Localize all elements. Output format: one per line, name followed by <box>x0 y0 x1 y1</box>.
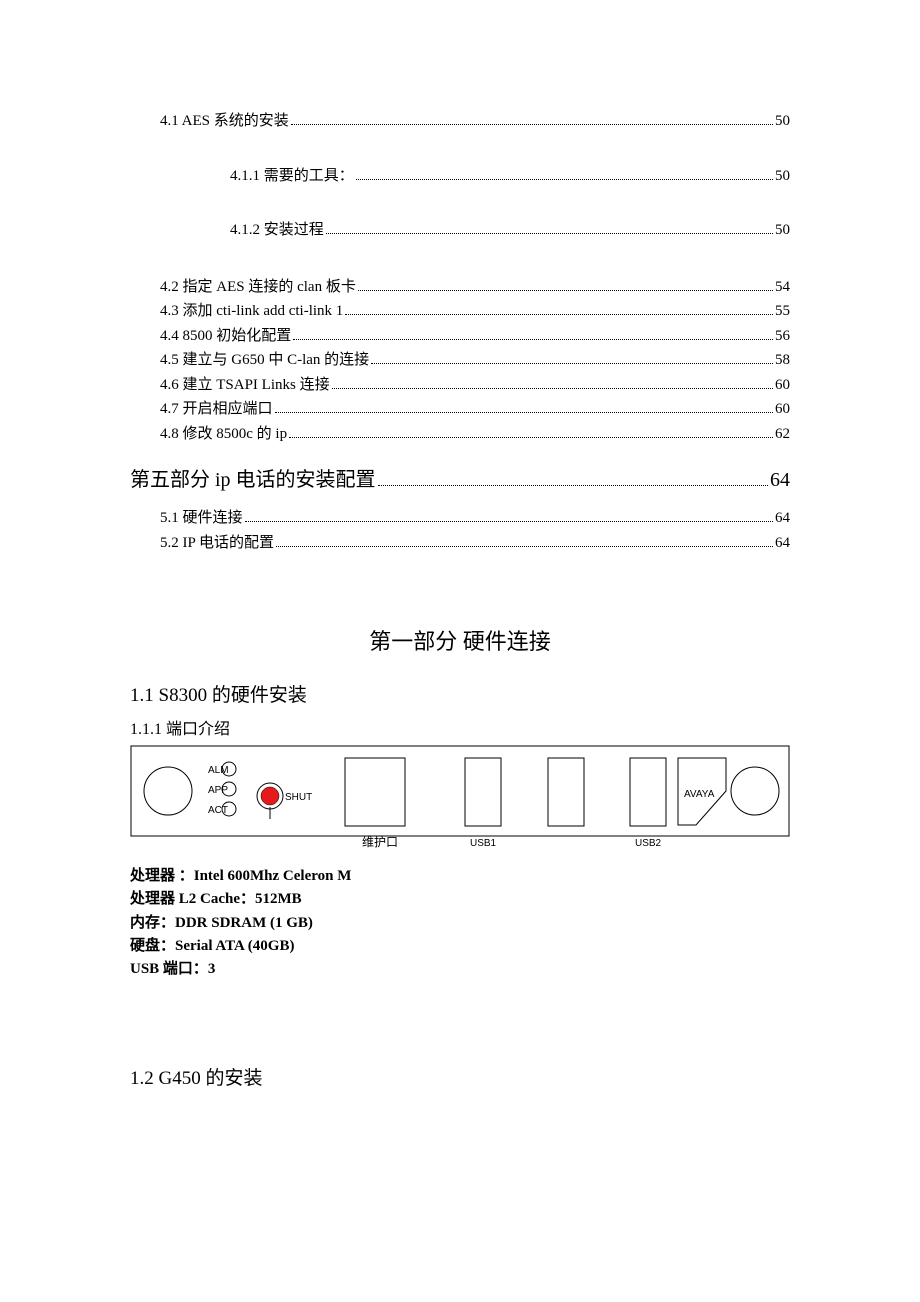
label-maint: 维护口 <box>362 835 398 849</box>
toc-label: 5.1 硬件连接 <box>160 507 243 530</box>
heading-1-2: 1.2 G450 的安装 <box>130 1063 790 1090</box>
label-usb1: USB1 <box>470 838 497 849</box>
spec-usb: USB 端口：3 <box>130 958 790 981</box>
toc-dots <box>245 521 773 522</box>
toc-entry-4-3: 4.3 添加 cti-link add cti-link 1 55 <box>160 300 790 323</box>
toc-entry-4-1-1: 4.1.1 需要的工具： 50 <box>230 165 790 188</box>
toc-page: 58 <box>775 349 790 372</box>
toc-label: 4.1.2 安装过程 <box>230 219 324 242</box>
toc-dots <box>293 339 773 340</box>
label-app: APP <box>208 785 228 796</box>
toc-label: 4.3 添加 cti-link add cti-link 1 <box>160 300 343 323</box>
spec-hdd: 硬盘：Serial ATA (40GB) <box>130 935 790 958</box>
toc-label: 4.8 修改 8500c 的 ip <box>160 423 287 446</box>
spec-cache: 处理器 L2 Cache：512MB <box>130 888 790 911</box>
toc-entry-4-2: 4.2 指定 AES 连接的 clan 板卡 54 <box>160 276 790 299</box>
toc-entry-4-6: 4.6 建立 TSAPI Links 连接 60 <box>160 374 790 397</box>
label-act: ACT <box>208 805 228 816</box>
toc-dots <box>358 290 773 291</box>
specs-block: 处理器 ：Intel 600Mhz Celeron M 处理器 L2 Cache… <box>130 865 790 981</box>
heading-1-1-1: 1.1.1 端口介绍 <box>130 715 790 739</box>
toc-section-5: 第五部分 ip 电话的安装配置 64 <box>130 465 790 495</box>
toc-page: 64 <box>775 507 790 530</box>
toc-label: 4.1.1 需要的工具： <box>230 165 354 188</box>
spec-ram: 内存：DDR SDRAM (1 GB) <box>130 912 790 935</box>
toc-label: 4.7 开启相应端口 <box>160 398 273 421</box>
toc-entry-4-1-2: 4.1.2 安装过程 50 <box>230 219 790 242</box>
toc-label: 4.1 AES 系统的安装 <box>160 110 289 133</box>
toc-page: 64 <box>775 532 790 555</box>
toc-page: 50 <box>775 165 790 188</box>
toc-label: 5.2 IP 电话的配置 <box>160 532 274 555</box>
spec-cpu: 处理器 ：Intel 600Mhz Celeron M <box>130 865 790 888</box>
toc-page: 54 <box>775 276 790 299</box>
toc-page: 64 <box>770 465 790 495</box>
heading-1-1: 1.1 S8300 的硬件安装 <box>130 680 790 707</box>
toc-label: 4.5 建立与 G650 中 C-lan 的连接 <box>160 349 369 372</box>
toc-dots <box>275 412 773 413</box>
toc-dots <box>332 388 773 389</box>
toc-label: 第五部分 ip 电话的安装配置 <box>130 465 376 495</box>
toc-dots <box>326 233 773 234</box>
toc-entry-4-1: 4.1 AES 系统的安装 50 <box>160 110 790 133</box>
heading-part-1: 第一部分 硬件连接 <box>130 624 790 656</box>
toc-entry-4-7: 4.7 开启相应端口 60 <box>160 398 790 421</box>
toc-label: 4.4 8500 初始化配置 <box>160 325 291 348</box>
toc-page: 55 <box>775 300 790 323</box>
toc-label: 4.2 指定 AES 连接的 clan 板卡 <box>160 276 356 299</box>
label-usb2: USB2 <box>635 838 662 849</box>
toc-dots <box>378 485 768 486</box>
toc-page: 50 <box>775 219 790 242</box>
toc-dots <box>291 124 773 125</box>
toc-entry-4-5: 4.5 建立与 G650 中 C-lan 的连接 58 <box>160 349 790 372</box>
toc-entry-5-2: 5.2 IP 电话的配置 64 <box>160 532 790 555</box>
toc-dots <box>276 546 773 547</box>
hardware-panel-diagram: ALM APP ACT SHUT 维护口 USB1 USB2 AVAYA <box>130 745 790 853</box>
toc-dots <box>356 179 773 180</box>
toc-entry-5-1: 5.1 硬件连接 64 <box>160 507 790 530</box>
toc-page: 60 <box>775 374 790 397</box>
label-avaya: AVAYA <box>684 789 715 800</box>
toc-page: 50 <box>775 110 790 133</box>
toc-page: 60 <box>775 398 790 421</box>
toc-entry-4-8: 4.8 修改 8500c 的 ip 62 <box>160 423 790 446</box>
toc-page: 62 <box>775 423 790 446</box>
toc-dots <box>289 437 773 438</box>
label-alm: ALM <box>208 765 229 776</box>
toc-page: 56 <box>775 325 790 348</box>
toc-label: 4.6 建立 TSAPI Links 连接 <box>160 374 330 397</box>
toc-dots <box>345 314 773 315</box>
toc-dots <box>371 363 773 364</box>
toc-entry-4-4: 4.4 8500 初始化配置 56 <box>160 325 790 348</box>
label-shut: SHUT <box>285 792 312 803</box>
shut-button-icon <box>261 787 279 805</box>
